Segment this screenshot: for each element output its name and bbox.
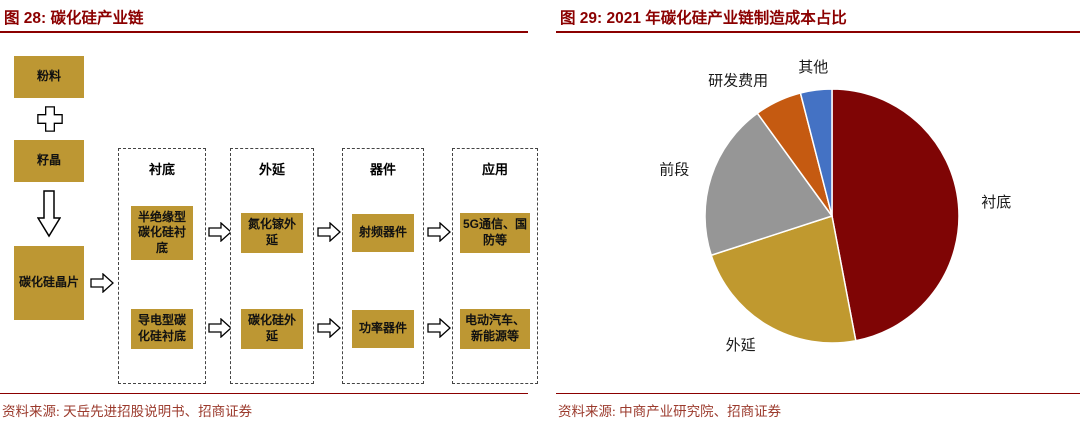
- flow-box-sic-wafer: 碳化硅晶片: [14, 246, 84, 320]
- stage-box-sic-epitaxy: 碳化硅外延: [241, 309, 303, 349]
- figure-28-bottom-rule: [0, 393, 528, 394]
- stage-box-conductive-substrate: 导电型碳化硅衬底: [131, 309, 193, 349]
- stage-box-semi-insulating-substrate: 半绝缘型碳化硅衬底: [131, 205, 193, 261]
- stage-column-substrate: 衬底 半绝缘型碳化硅衬底 导电型碳化硅衬底: [118, 148, 206, 384]
- stage-box-rf-devices: 射频器件: [352, 214, 414, 252]
- right-arrow-icon: [317, 221, 341, 243]
- flow-box-seed-crystal: 籽晶: [14, 140, 84, 182]
- right-arrow-icon: [427, 317, 451, 339]
- pie-slice-5: [799, 88, 833, 217]
- pie-label-4: 研发费用: [708, 72, 768, 89]
- stage-header: 衬底: [148, 162, 175, 177]
- pie-label-1: 衬底: [981, 194, 1011, 211]
- figure-29-source: 资料来源: 中商产业研究院、招商证券: [558, 404, 782, 419]
- stage-header: 应用: [481, 162, 508, 177]
- right-arrow-icon: [208, 317, 232, 339]
- figure-29-title-rule: [556, 31, 1080, 33]
- figure-28-source: 资料来源: 天岳先进招股说明书、招商证券: [2, 404, 253, 419]
- right-arrow-icon: [317, 317, 341, 339]
- stage-header: 器件: [369, 162, 396, 177]
- pie-label-3: 前段: [659, 162, 689, 179]
- stage-box-5g-defense: 5G通信、国防等: [460, 213, 530, 253]
- down-arrow-icon: [36, 190, 62, 238]
- pie-slice-3: [704, 112, 834, 257]
- stage-box-ev-new-energy: 电动汽车、新能源等: [460, 309, 530, 349]
- stage-header: 外延: [258, 162, 285, 177]
- pie-label-5: 其他: [798, 59, 828, 76]
- plus-icon: [37, 106, 63, 132]
- figure-28-panel: 图 28: 碳化硅产业链 粉料 籽晶 碳化硅晶片: [0, 10, 538, 419]
- stage-box-power-devices: 功率器件: [352, 310, 414, 348]
- figure-28-title-rule: [0, 31, 528, 33]
- stage-column-applications: 应用 5G通信、国防等 电动汽车、新能源等: [452, 148, 538, 384]
- right-arrow-icon: [90, 272, 114, 294]
- right-arrow-icon: [427, 221, 451, 243]
- figure-29-panel: 图 29: 2021 年碳化硅产业链制造成本占比 衬底外延 前段 研发费用 其他 资料…: [556, 0, 1080, 426]
- figure-29-bottom-rule: [556, 393, 1080, 394]
- pie-label-2: 外延: [726, 337, 756, 354]
- pie-slice-2: [710, 215, 857, 344]
- stage-column-devices: 器件 射频器件 功率器件: [342, 148, 424, 384]
- right-arrow-icon: [208, 221, 232, 243]
- figure-29-title: 图 29: 2021 年碳化硅产业链制造成本占比: [560, 10, 847, 27]
- figure-28-title: 图 28: 碳化硅产业链: [4, 10, 144, 27]
- stage-column-epitaxy: 外延 氮化镓外延 碳化硅外延: [230, 148, 314, 384]
- stage-box-gan-epitaxy: 氮化镓外延: [241, 213, 303, 253]
- flow-box-powder: 粉料: [14, 56, 84, 98]
- pie-slice-1: [831, 88, 960, 342]
